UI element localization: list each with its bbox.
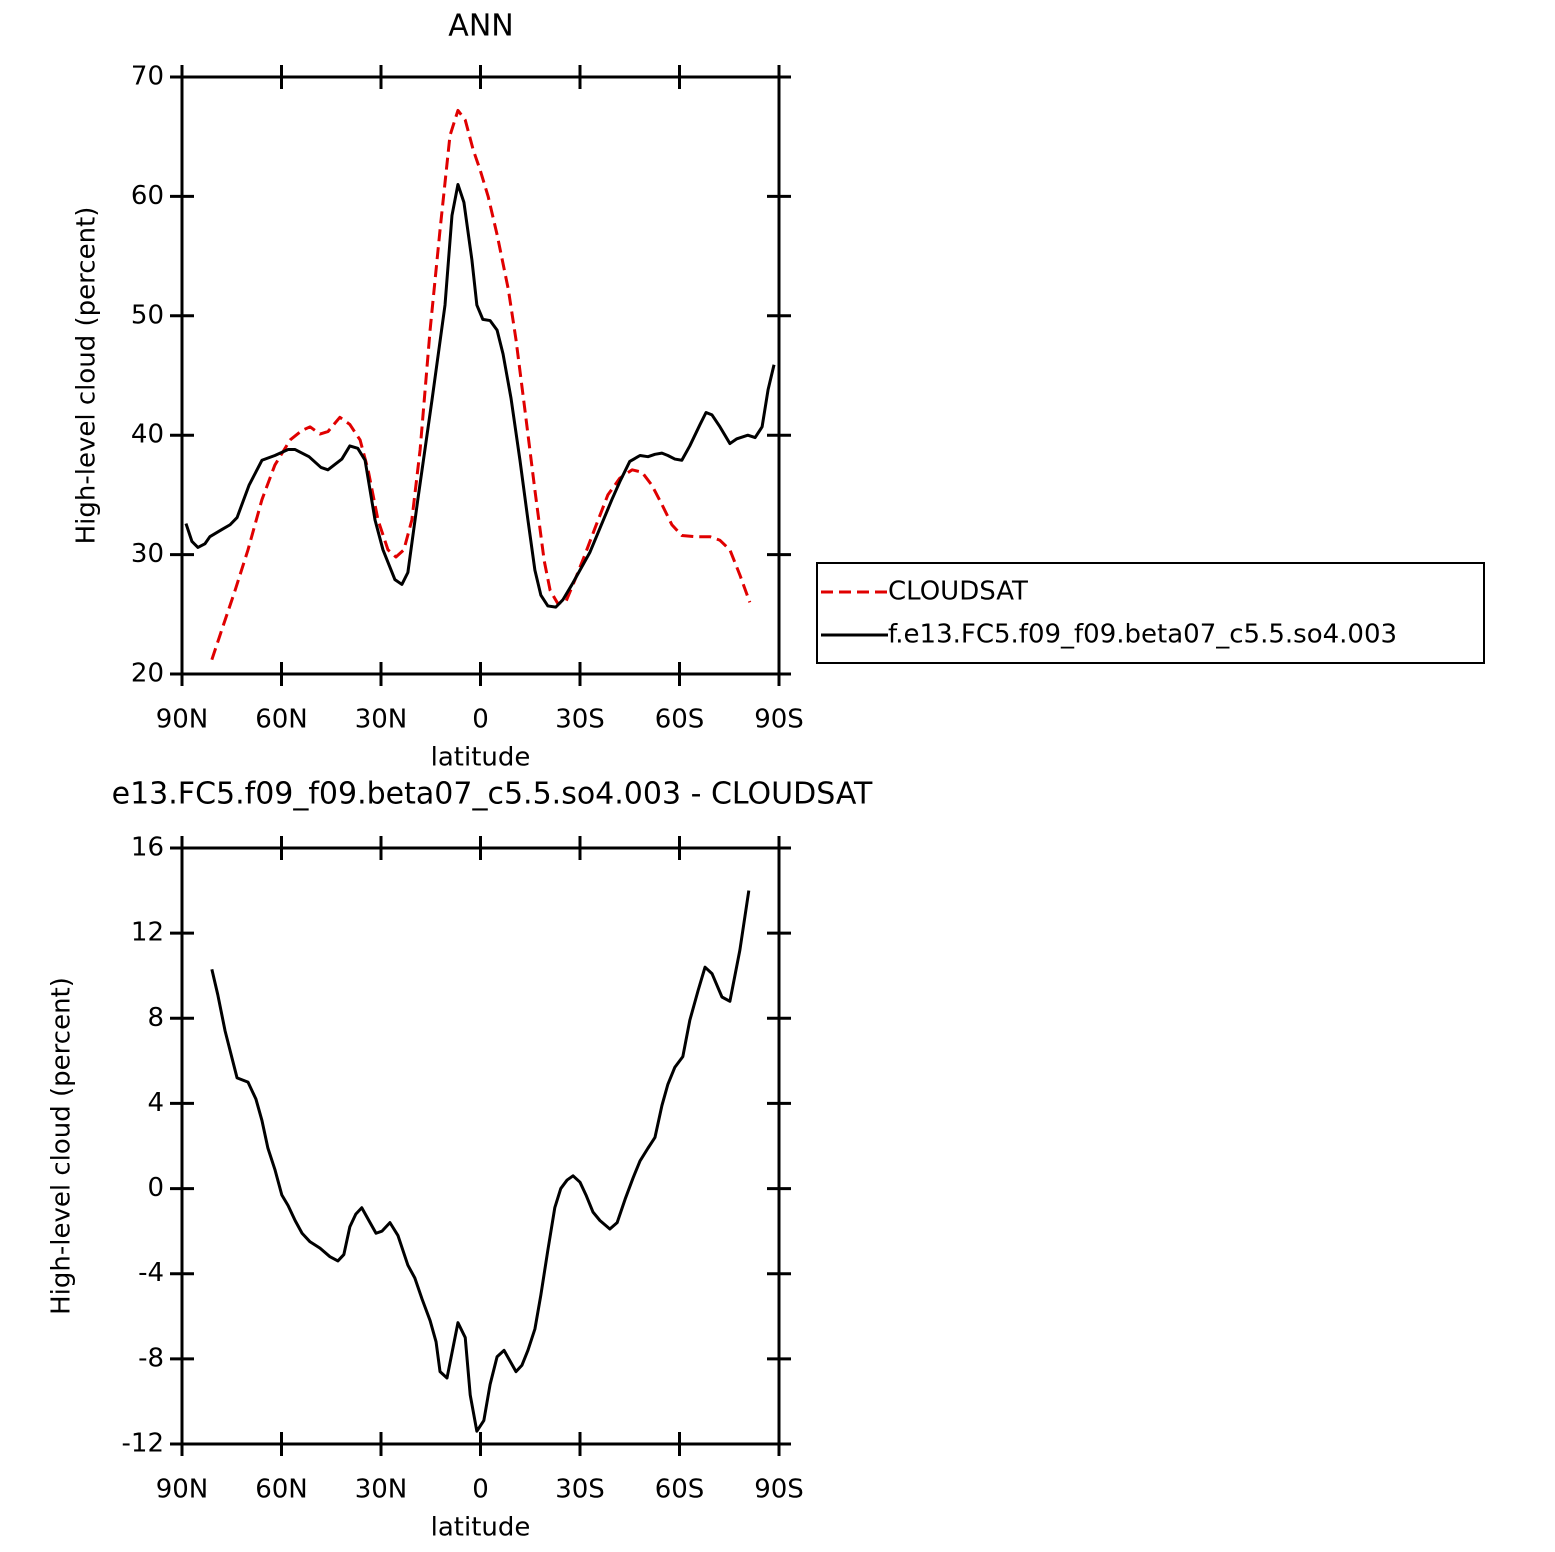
y-tick-label: 0: [147, 1173, 164, 1203]
x-tick-label: 90N: [156, 1475, 209, 1505]
x-tick-label: 90N: [156, 705, 209, 735]
chart-title: e13.FC5.f09_f09.beta07_c5.5.so4.003 - CL…: [112, 777, 873, 812]
x-tick-label: 90S: [754, 705, 804, 735]
legend-box: [816, 562, 1485, 664]
y-axis-label: High-level cloud (percent): [72, 207, 102, 545]
x-tick-label: 30N: [355, 1475, 408, 1505]
y-tick-label: 16: [131, 833, 164, 863]
data-line: [210, 890, 751, 1433]
x-tick-label: 0: [472, 1475, 489, 1505]
legend-label: CLOUDSAT: [888, 577, 1028, 607]
x-tick-label: 60S: [655, 705, 705, 735]
data-line: [210, 108, 752, 661]
y-tick-label: -8: [138, 1343, 164, 1373]
x-tick-label: 30S: [555, 705, 605, 735]
y-tick-label: 30: [131, 539, 164, 569]
x-tick-label: 30S: [555, 1475, 605, 1505]
y-tick-label: 20: [131, 659, 164, 689]
data-line: [184, 182, 776, 609]
legend-label: f.e13.FC5.f09_f09.beta07_c5.5.so4.003: [888, 620, 1397, 650]
x-tick-label: 30N: [355, 705, 408, 735]
y-tick-label: 50: [131, 300, 164, 330]
y-axis-label: High-level cloud (percent): [47, 977, 77, 1315]
plot-frame: [180, 846, 781, 1446]
x-tick-label: 0: [472, 705, 489, 735]
y-tick-label: -4: [138, 1258, 164, 1288]
y-tick-label: 40: [131, 420, 164, 450]
x-tick-label: 60N: [255, 705, 308, 735]
y-tick-label: 12: [131, 918, 164, 948]
x-axis-label: latitude: [431, 743, 531, 773]
y-tick-label: -12: [122, 1429, 164, 1459]
plot-frame: [180, 75, 781, 676]
y-tick-label: 4: [147, 1088, 164, 1118]
x-tick-label: 90S: [754, 1475, 804, 1505]
y-tick-label: 60: [131, 181, 164, 211]
x-tick-label: 60N: [255, 1475, 308, 1505]
x-axis-label: latitude: [431, 1513, 531, 1543]
chart-title: ANN: [448, 9, 513, 44]
y-tick-label: 70: [131, 62, 164, 92]
x-tick-label: 60S: [655, 1475, 705, 1505]
y-tick-label: 8: [147, 1003, 164, 1033]
